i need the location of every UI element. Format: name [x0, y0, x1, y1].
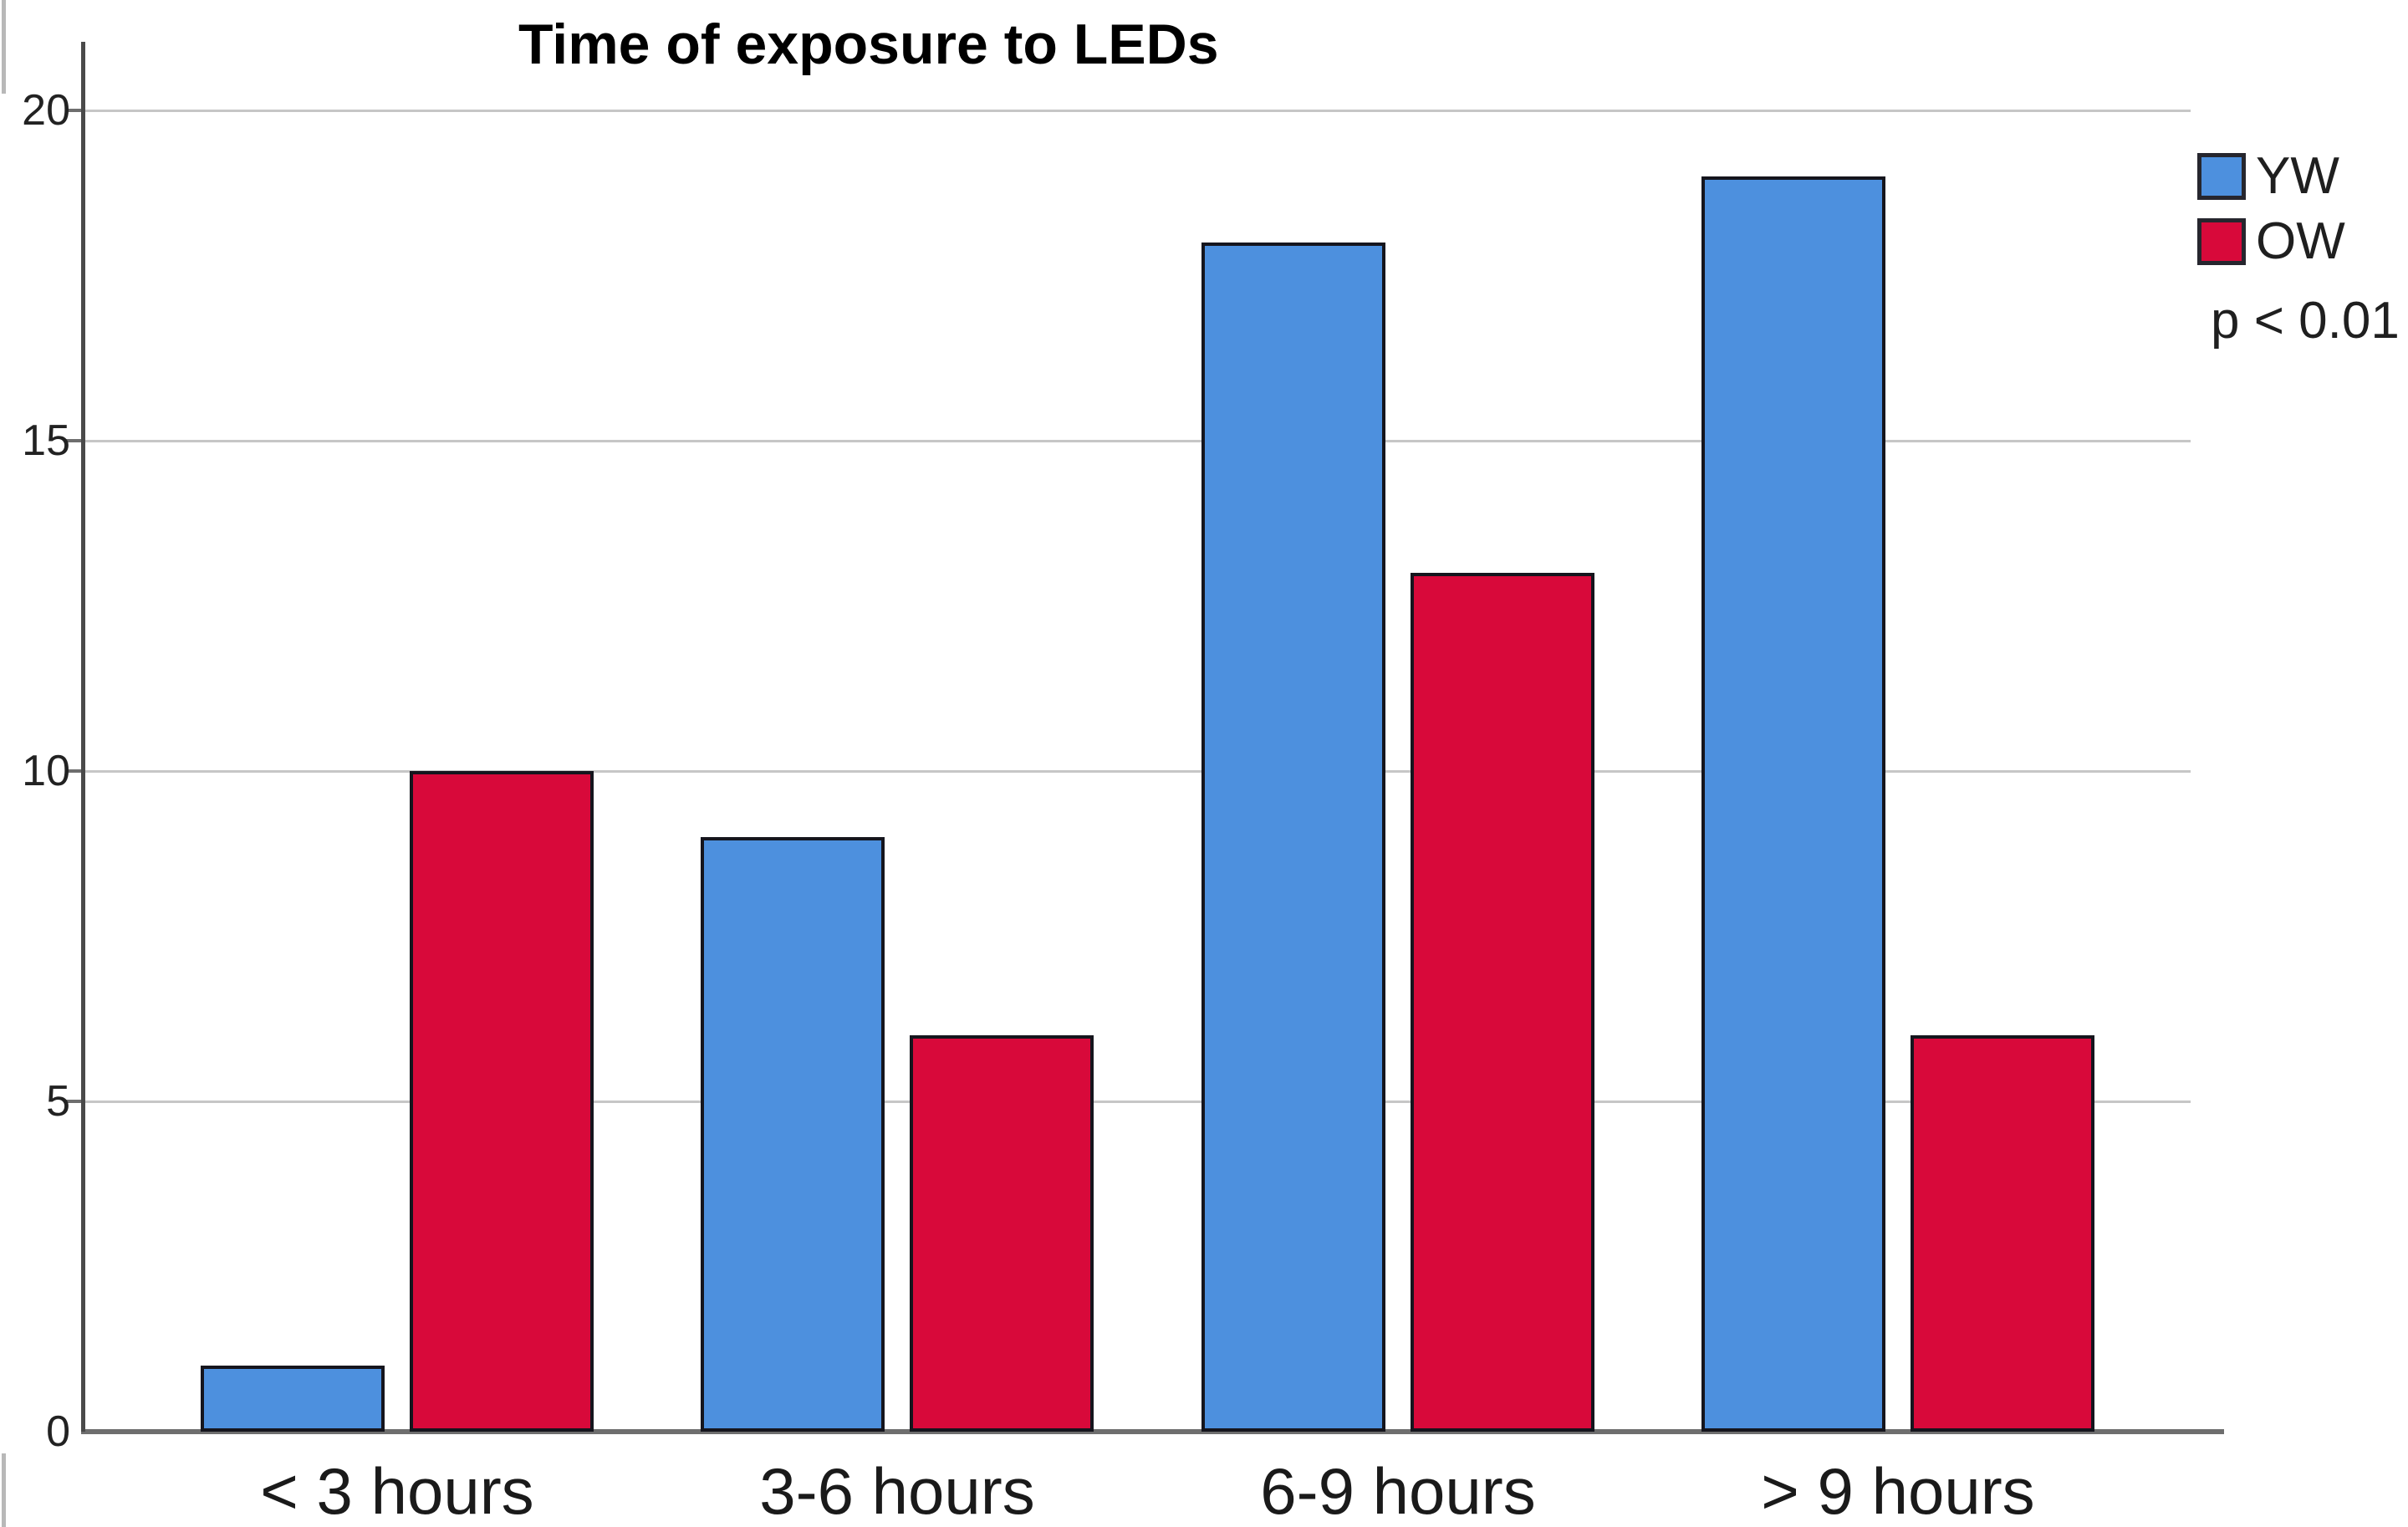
y-axis-line [81, 42, 85, 1432]
y-gridline [84, 110, 2191, 112]
bar-ow-3 [1411, 573, 1594, 1432]
x-axis-label: > 9 hours [1761, 1454, 2035, 1527]
chart-title: Time of exposure to LEDs [518, 13, 1219, 76]
y-gridline [84, 770, 2191, 773]
p-value-annotation: p < 0.01 [2211, 292, 2400, 350]
y-axis-tick [66, 1100, 81, 1103]
y-gridline [84, 1101, 2191, 1103]
legend: YW OW p < 0.01 [2197, 151, 2400, 350]
bar-yw-1 [201, 1366, 385, 1432]
y-gridline [84, 440, 2191, 442]
bar-yw-3 [1201, 243, 1385, 1432]
legend-swatch-yw-icon [2197, 153, 2246, 200]
bar-yw-4 [1701, 176, 1885, 1432]
x-axis-baseline [81, 1429, 2224, 1434]
y-axis-tick-label: 10 [22, 747, 70, 795]
y-axis-tick [66, 769, 81, 773]
legend-label-yw: YW [2256, 147, 2339, 205]
screen-edge-artifact-top [2, 0, 6, 94]
y-axis-tick-label: 20 [22, 86, 70, 135]
y-axis-tick-label: 0 [46, 1407, 70, 1456]
x-axis-label: 6-9 hours [1260, 1454, 1536, 1527]
bar-ow-4 [1911, 1035, 2094, 1432]
y-axis-tick-label: 5 [46, 1077, 70, 1126]
y-axis-tick [66, 109, 81, 112]
x-axis-label: < 3 hours [260, 1454, 534, 1527]
screen-edge-artifact-bottom [2, 1453, 6, 1527]
legend-label-ow: OW [2256, 212, 2345, 270]
y-axis-tick [66, 439, 81, 442]
legend-item-ow: OW [2197, 216, 2400, 268]
bar-yw-2 [701, 837, 885, 1432]
legend-swatch-ow-icon [2197, 218, 2246, 265]
x-axis-label: 3-6 hours [759, 1454, 1035, 1527]
legend-item-yw: YW [2197, 151, 2400, 202]
bar-ow-2 [910, 1035, 1094, 1432]
bar-ow-1 [410, 771, 594, 1432]
y-axis-tick-label: 15 [22, 416, 70, 465]
